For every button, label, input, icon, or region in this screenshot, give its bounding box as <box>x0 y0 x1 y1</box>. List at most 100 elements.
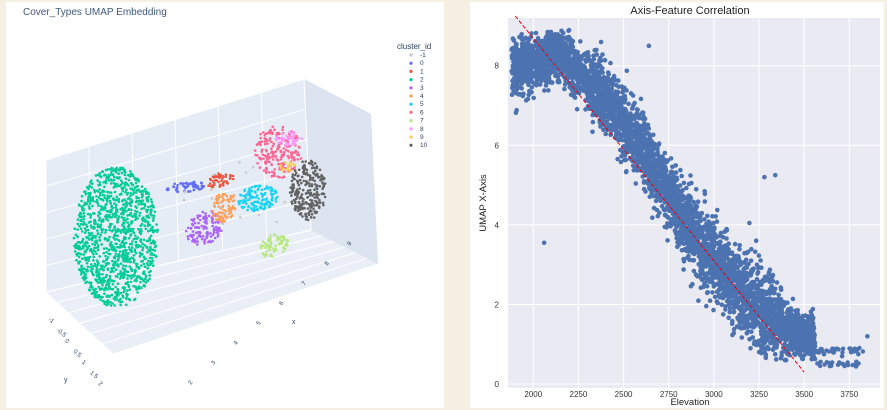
cluster-point <box>182 184 185 188</box>
cluster-point <box>99 208 103 211</box>
cluster-point <box>86 265 90 269</box>
cluster-point <box>88 289 92 292</box>
cluster-point <box>279 158 283 161</box>
cluster-point <box>98 255 101 258</box>
cluster-point <box>76 241 80 244</box>
cluster-point <box>145 215 148 218</box>
cluster-point <box>186 226 190 230</box>
legend-item[interactable]: 1 <box>409 68 424 75</box>
cluster-point <box>198 230 201 234</box>
legend-item[interactable]: 6 <box>409 109 424 116</box>
cluster-point <box>271 152 275 155</box>
cluster-point <box>292 163 295 167</box>
legend-item[interactable]: 2 <box>409 77 424 84</box>
legend-item[interactable]: 10 <box>409 142 428 149</box>
cluster-point <box>258 206 262 209</box>
cluster-point <box>223 193 227 196</box>
cluster-point <box>255 194 259 197</box>
cluster-point <box>109 270 113 274</box>
cluster-point <box>132 275 135 278</box>
cluster-point <box>205 222 208 225</box>
cluster-point <box>82 220 85 224</box>
cluster-point <box>146 264 150 267</box>
cluster-point <box>288 168 291 172</box>
cluster-point <box>98 239 102 242</box>
scatter-point <box>603 131 608 137</box>
legend-item[interactable]: -1 <box>409 52 426 59</box>
cluster-point <box>264 148 268 152</box>
cluster-point <box>98 212 102 216</box>
cluster-point <box>96 214 100 217</box>
grid-line <box>45 78 305 161</box>
cluster-point <box>98 287 102 291</box>
cluster-point <box>103 302 106 306</box>
cluster-point <box>116 199 120 202</box>
x-axis-label: x <box>292 319 296 326</box>
scatter-point <box>732 257 738 262</box>
cluster-point <box>73 250 77 253</box>
legend-label: 5 <box>420 101 424 108</box>
cluster-3-points <box>184 210 224 246</box>
cluster-point <box>229 198 233 201</box>
cluster-point <box>119 303 122 307</box>
cluster-point <box>135 262 139 266</box>
cluster-point <box>110 247 113 251</box>
cluster-point <box>296 158 300 161</box>
cluster-point <box>117 239 121 242</box>
cluster-point <box>135 195 138 199</box>
cluster-point <box>315 195 319 199</box>
cluster-point <box>272 171 276 175</box>
cluster-point <box>75 258 78 262</box>
cluster-point <box>91 204 94 208</box>
cluster-point <box>119 262 123 265</box>
cluster-point <box>300 193 304 196</box>
cluster-point <box>102 277 105 280</box>
legend-item[interactable]: 5 <box>409 101 424 108</box>
cluster-point <box>320 177 323 181</box>
cluster-point <box>85 185 89 189</box>
scatter-point <box>713 233 719 238</box>
legend-marker <box>409 94 413 98</box>
legend-item[interactable]: 7 <box>409 118 424 125</box>
cluster-point <box>290 167 294 170</box>
scatter-point <box>658 198 663 203</box>
cluster-point <box>229 194 233 198</box>
scatter-point <box>756 253 762 258</box>
legend-item[interactable]: 3 <box>409 85 424 92</box>
cluster-point <box>289 186 293 189</box>
cluster-point <box>141 242 144 246</box>
cluster-point <box>95 259 99 262</box>
cluster-point <box>124 190 127 194</box>
cluster-point <box>86 198 90 201</box>
scatter-point <box>534 79 539 85</box>
cluster-point <box>270 147 273 150</box>
scatter-point <box>638 96 644 102</box>
cluster-point <box>316 201 319 205</box>
cluster-point <box>122 257 125 261</box>
cluster-point <box>120 275 123 279</box>
cluster-point <box>108 228 111 232</box>
cluster-point <box>121 181 124 184</box>
cluster-point <box>77 204 81 207</box>
cluster-point <box>220 229 223 232</box>
scatter-point <box>762 350 768 355</box>
cluster-point <box>149 245 152 249</box>
cluster-point <box>126 277 129 280</box>
cluster-point <box>249 189 252 192</box>
legend-item[interactable]: 0 <box>409 60 424 67</box>
cluster-point <box>215 218 218 221</box>
cluster-point <box>291 189 295 193</box>
legend-item[interactable]: 9 <box>409 134 424 141</box>
cluster-point <box>134 181 138 185</box>
legend-item[interactable]: 8 <box>409 126 424 133</box>
cluster-point <box>138 190 142 193</box>
cluster-point <box>138 251 142 254</box>
cluster-point <box>89 220 92 223</box>
cluster-point <box>117 265 120 268</box>
cluster-point <box>189 182 192 186</box>
legend-item[interactable]: 4 <box>409 93 424 100</box>
cluster-point <box>196 226 200 229</box>
